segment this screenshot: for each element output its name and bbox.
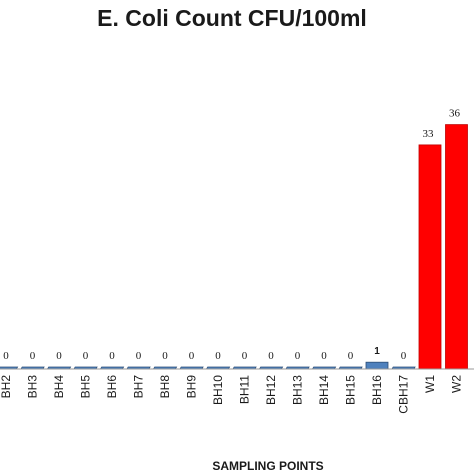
tick-label-bh13: BH13 [291,375,305,405]
data-label-w2: 36 [449,108,461,120]
tick-label-bh11: BH11 [238,375,252,404]
tick-label-cbh17: CBH17 [397,375,411,414]
tick-label-bh8: BH8 [158,375,172,399]
tick-label-bh7: BH7 [132,375,146,399]
data-label-bh8: 0 [162,350,168,362]
plot-area: 0 BH2 0 BH3 0 BH4 0 BH5 0 BH6 0 BH7 0 BH8 0 BH9 0 BH10 0 BH… [0,108,468,414]
data-label-bh12: 0 [268,350,274,362]
chart-title: E. Coli Count CFU/100ml [97,5,367,31]
tick-label-bh10: BH10 [211,375,225,405]
tick-label-bh6: BH6 [105,375,119,399]
x-axis-label: SAMPLING POINTS [212,459,323,473]
bar-w1 [418,144,442,370]
data-label-bh4: 0 [56,350,62,362]
data-label-bh10: 0 [215,350,221,362]
tick-label-bh14: BH14 [317,375,331,405]
tick-label-bh12: BH12 [264,375,278,405]
data-label-bh13: 0 [295,350,301,362]
data-label-bh11: 0 [242,350,248,362]
tick-label-bh15: BH15 [344,375,358,405]
tick-label-bh5: BH5 [79,375,93,399]
data-label-bh16: 1 [374,346,380,357]
tick-label-w1: W1 [423,375,437,393]
data-label-cbh17: 0 [401,350,407,362]
tick-label-bh16: BH16 [370,375,384,405]
data-label-bh7: 0 [136,350,142,362]
data-label-bh14: 0 [321,350,327,362]
bar-w2 [445,124,468,370]
data-label-bh6: 0 [109,350,115,362]
tick-label-w2: W2 [450,375,464,393]
data-label-bh3: 0 [30,350,36,362]
tick-label-bh9: BH9 [185,375,199,399]
data-label-bh9: 0 [189,350,195,362]
data-label-bh15: 0 [348,350,354,362]
tick-label-bh2: BH2 [0,375,13,399]
data-label-w1: 33 [423,128,435,140]
data-label-bh2: 0 [3,350,9,362]
tick-label-bh3: BH3 [26,375,40,399]
bar-bh16 [365,361,389,370]
data-label-bh5: 0 [83,350,89,362]
tick-label-bh4: BH4 [52,375,66,399]
